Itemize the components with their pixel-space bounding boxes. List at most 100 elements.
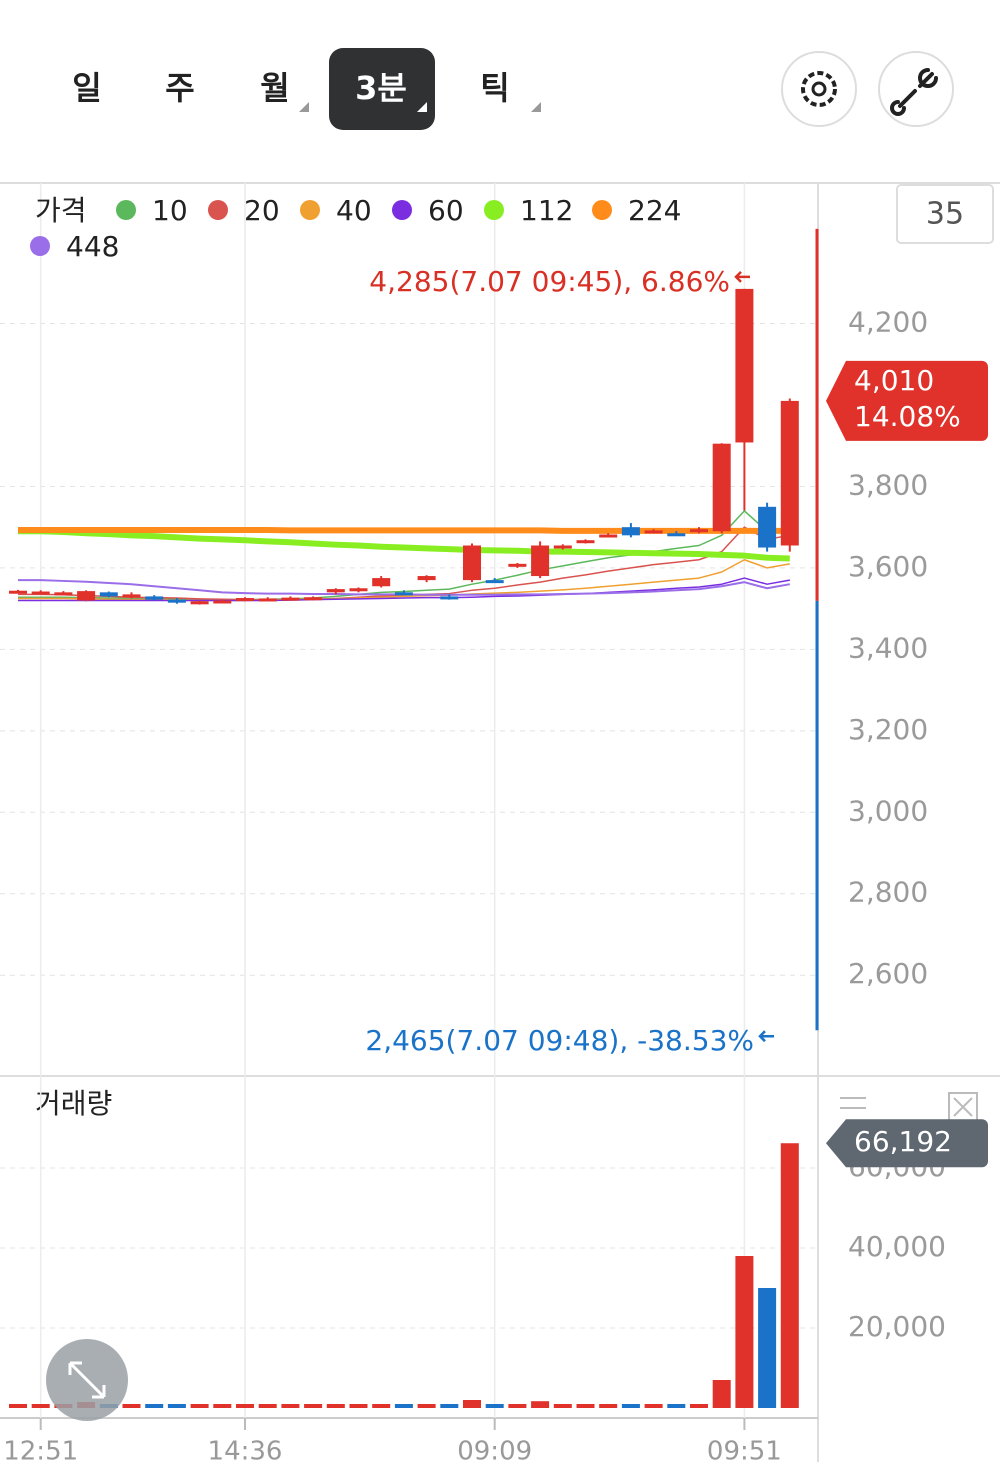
y-tick-label: 2,600 bbox=[848, 957, 928, 990]
volume-bar bbox=[167, 1404, 186, 1408]
volume-bar bbox=[644, 1404, 663, 1408]
volume-bar bbox=[145, 1404, 164, 1408]
candle-body bbox=[258, 598, 277, 602]
candle-body bbox=[122, 594, 141, 598]
candle-body bbox=[780, 400, 799, 546]
volume-bar bbox=[553, 1404, 572, 1408]
close-icon-x bbox=[953, 1097, 973, 1117]
y-tick-label: 4,200 bbox=[848, 306, 928, 339]
x-tick-label: 09:09 bbox=[457, 1437, 532, 1462]
legend-label: 10 bbox=[152, 194, 188, 227]
volume-bar bbox=[417, 1404, 436, 1408]
legend-label: 40 bbox=[336, 194, 372, 227]
price-tag-change: 14.08% bbox=[854, 400, 961, 433]
y-tick-label: 20,000 bbox=[848, 1310, 946, 1343]
volume-bar bbox=[440, 1404, 459, 1408]
tab[interactable]: 틱 bbox=[480, 69, 509, 107]
arrow bbox=[758, 1030, 774, 1043]
legend-marker bbox=[300, 200, 320, 220]
settings-button[interactable] bbox=[781, 51, 857, 127]
candle-body bbox=[440, 596, 459, 600]
legend-marker bbox=[116, 200, 136, 220]
x-tick-label: 14:36 bbox=[208, 1437, 283, 1462]
y-tick-label: 2,800 bbox=[848, 876, 928, 909]
volume-bar bbox=[31, 1404, 50, 1408]
candle-body bbox=[190, 601, 209, 605]
candle-body bbox=[508, 563, 527, 567]
legend-marker bbox=[30, 236, 50, 256]
y-tick-label: 3,600 bbox=[848, 550, 928, 583]
tools-button[interactable] bbox=[878, 51, 954, 127]
ma-line bbox=[18, 559, 790, 602]
volume-bar bbox=[236, 1404, 254, 1408]
volume-bar bbox=[712, 1380, 731, 1408]
legend-label: 448 bbox=[66, 230, 119, 263]
x-tick-label: 12:51 bbox=[3, 1437, 78, 1462]
gear-hub bbox=[811, 81, 827, 97]
volume-bar bbox=[599, 1404, 618, 1408]
candle-body bbox=[576, 540, 595, 544]
volume-bar bbox=[485, 1404, 504, 1408]
candle-body bbox=[236, 598, 254, 602]
volume-tag bbox=[826, 1119, 988, 1168]
volume-bar bbox=[122, 1404, 141, 1408]
candle-body bbox=[145, 596, 164, 600]
legend-label: 20 bbox=[244, 194, 280, 227]
price-tag-value: 4,010 bbox=[854, 364, 934, 397]
candle-body bbox=[394, 592, 413, 596]
y-tick-label: 3,400 bbox=[848, 631, 928, 664]
x-tick-label: 09:51 bbox=[707, 1437, 782, 1462]
ma-line bbox=[18, 528, 790, 562]
button-circle bbox=[781, 51, 857, 127]
counter-box[interactable] bbox=[896, 184, 994, 244]
candle-body bbox=[326, 589, 345, 593]
candle-body bbox=[553, 545, 572, 549]
tab[interactable]: 월 bbox=[260, 69, 289, 107]
volume-bar bbox=[690, 1404, 708, 1408]
candle-body bbox=[531, 545, 550, 577]
legend-label: 224 bbox=[628, 194, 681, 227]
ma-line bbox=[18, 527, 790, 534]
volume-bar bbox=[621, 1404, 640, 1408]
volume-bar bbox=[258, 1404, 277, 1408]
candle-body bbox=[485, 580, 504, 584]
candle-body bbox=[463, 545, 481, 581]
legend-marker bbox=[592, 200, 612, 220]
candle-body bbox=[167, 599, 186, 603]
y-tick-label: 40,000 bbox=[848, 1230, 946, 1263]
tab[interactable]: 주 bbox=[165, 69, 194, 107]
legend-marker bbox=[208, 200, 228, 220]
button-circle bbox=[878, 51, 954, 127]
volume-bar bbox=[349, 1404, 368, 1408]
tab-dropdown-mark bbox=[417, 102, 427, 112]
candle-body bbox=[281, 597, 300, 601]
volume-bar bbox=[213, 1404, 232, 1408]
candle-body bbox=[9, 590, 27, 594]
tab[interactable]: 일 bbox=[72, 69, 101, 107]
arrow bbox=[734, 271, 750, 283]
candle-body bbox=[644, 530, 663, 534]
candle-body bbox=[417, 576, 436, 581]
wrench-icon bbox=[890, 68, 938, 116]
menu-icon[interactable] bbox=[840, 1097, 866, 1109]
price-tag bbox=[826, 360, 988, 441]
tab[interactable]: 3분 bbox=[355, 69, 407, 107]
volume-bar bbox=[758, 1288, 777, 1408]
tab-dropdown-mark bbox=[531, 102, 541, 112]
volume-bar bbox=[394, 1404, 413, 1408]
legend-label: 112 bbox=[520, 194, 573, 227]
candle-body bbox=[712, 443, 731, 532]
high-annotation: 4,285(7.07 09:45), 6.86% bbox=[369, 265, 730, 298]
candle-body bbox=[304, 597, 323, 601]
candle-body bbox=[54, 592, 73, 596]
candle-body bbox=[599, 534, 618, 538]
volume-bar bbox=[304, 1404, 323, 1408]
counter: 35 bbox=[926, 197, 964, 232]
tab-dropdown-mark bbox=[299, 102, 309, 112]
volume-bar bbox=[463, 1400, 481, 1408]
candle-body bbox=[213, 600, 232, 604]
volume-bar bbox=[190, 1404, 209, 1408]
gear-teeth bbox=[801, 71, 837, 107]
candle-body bbox=[621, 527, 640, 536]
